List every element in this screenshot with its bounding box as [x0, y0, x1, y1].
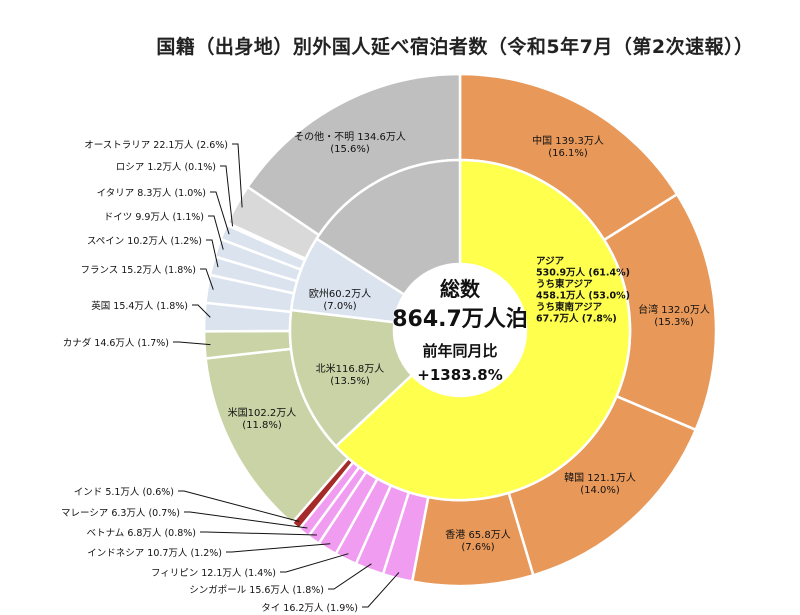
outer-label-hongkong: 香港 65.8万人(7.6%): [445, 529, 510, 553]
inner-label-asia: アジア 530.9万人 (61.4%)うち東アジア 458.1万人 (53.0%)う…: [536, 256, 630, 325]
leader-line-france: [200, 268, 214, 290]
outer-label-vietnam: ベトナム 6.8万人 (0.8%): [87, 528, 196, 539]
outer-label-russia: ロシア 1.2万人 (0.1%): [116, 162, 216, 173]
outer-label-uk: 英国 15.4万人 (1.8%): [91, 300, 188, 312]
outer-label-italy: イタリア 8.3万人 (1.0%): [97, 188, 206, 199]
center-total: 864.7万人泊: [392, 307, 528, 332]
outer-label-germany: ドイツ 9.9万人 (1.1%): [104, 212, 204, 223]
inner-label-north-america: 北米116.8万人(13.5%): [316, 362, 385, 387]
leader-line-thailand: [362, 572, 400, 608]
outer-label-philippines: フィリピン 12.1万人 (1.4%): [151, 568, 276, 579]
outer-label-other: その他・不明 134.6万人(15.6%): [294, 130, 406, 155]
outer-label-canada: カナダ 14.6万人 (1.7%): [63, 337, 169, 349]
leader-line-germany: [208, 215, 224, 250]
center-label: 総数: [440, 277, 481, 301]
leader-line-singapore: [328, 563, 372, 590]
outer-label-korea: 韓国 121.1万人(14.0%): [564, 472, 636, 496]
leader-line-uk: [192, 304, 211, 318]
leader-line-india: [178, 490, 300, 522]
leader-line-australia: [232, 143, 243, 208]
center-summary: 総数 864.7万人泊 前年同月比 +1383.8%: [392, 264, 528, 396]
center-hole: [394, 264, 526, 396]
leader-line-canada: [173, 341, 211, 346]
outer-label-spain: スペイン 10.2万人 (1.2%): [87, 236, 202, 247]
leader-line-malaysia: [184, 511, 308, 529]
leader-line-philippines: [280, 553, 349, 573]
outer-label-usa: 米国102.2万人(11.8%): [228, 406, 297, 431]
chart-title: 国籍（出身地）別外国人延べ宿泊者数（令和5年7月（第2次速報））: [156, 36, 754, 58]
leader-line-indonesia: [226, 543, 331, 553]
center-compare-value: +1383.8%: [417, 366, 502, 384]
center-compare-label: 前年同月比: [422, 342, 497, 360]
outer-label-china: 中国 139.3万人(16.1%): [532, 134, 604, 159]
outer-label-australia: オーストラリア 22.1万人 (2.6%): [84, 140, 228, 151]
outer-label-taiwan: 台湾 132.0万人(15.3%): [638, 303, 710, 328]
leader-line-italy: [210, 191, 230, 235]
outer-label-indonesia: インドネシア 10.7万人 (1.2%): [87, 548, 222, 559]
slice-labels: アジア 530.9万人 (61.4%)うち東アジア 458.1万人 (53.0%)う…: [61, 130, 710, 614]
outer-label-malaysia: マレーシア 6.3万人 (0.7%): [61, 508, 180, 519]
inner-label-europe: 欧州60.2万人(7.0%): [309, 288, 371, 312]
outer-label-thailand: タイ 16.2万人 (1.9%): [261, 603, 358, 614]
outer-label-singapore: シンガポール 15.6万人 (1.8%): [189, 585, 324, 596]
leader-line-spain: [206, 239, 219, 268]
outer-label-india: インド 5.1万人 (0.6%): [74, 487, 174, 498]
leader-line-vietnam: [200, 531, 317, 536]
leader-line-russia: [220, 165, 234, 227]
outer-label-france: フランス 15.2万人 (1.8%): [80, 265, 196, 276]
